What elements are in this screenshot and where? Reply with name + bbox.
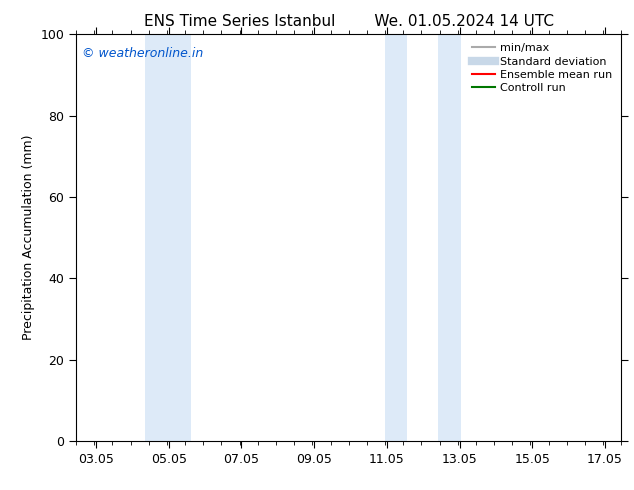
Title: ENS Time Series Istanbul        We. 01.05.2024 14 UTC: ENS Time Series Istanbul We. 01.05.2024 … [144,14,553,29]
Legend: min/max, Standard deviation, Ensemble mean run, Controll run: min/max, Standard deviation, Ensemble me… [469,40,616,97]
Text: © weatheronline.in: © weatheronline.in [82,47,203,59]
Bar [437,34,462,441]
Y-axis label: Precipitation Accumulation (mm): Precipitation Accumulation (mm) [22,135,35,341]
Bar [385,34,407,441]
Bar [145,34,191,441]
